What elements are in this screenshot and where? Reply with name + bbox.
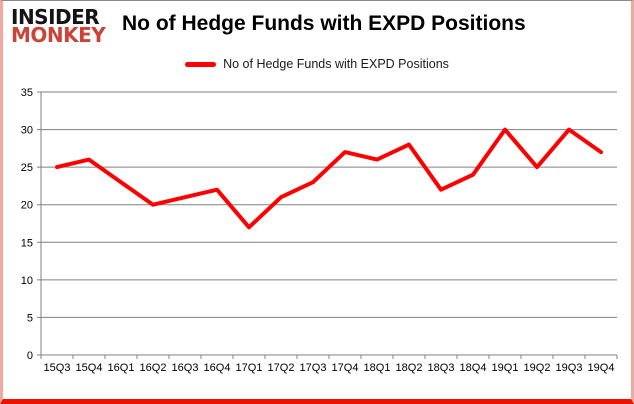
y-axis-label: 20 <box>21 200 33 212</box>
x-axis-label: 19Q4 <box>588 362 615 374</box>
x-axis-label: 17Q2 <box>268 362 295 374</box>
chart-title: No of Hedge Funds with EXPD Positions <box>122 12 526 35</box>
hedge-funds-line-chart: 0 5 10 15 20 25 30 35 15Q3 15Q4 16Q1 16Q2 16Q3 16Q4 17… <box>21 87 618 374</box>
x-axis-label: 15Q4 <box>76 362 103 374</box>
x-axis-label: 18Q1 <box>364 362 391 374</box>
x-axis-label: 19Q3 <box>556 362 583 374</box>
series-line <box>55 127 603 230</box>
legend-label: No of Hedge Funds with EXPD Positions <box>223 57 449 71</box>
x-axis-label: 18Q3 <box>428 362 455 374</box>
x-axis-label: 17Q4 <box>332 362 359 374</box>
x-axis-label: 16Q3 <box>172 362 199 374</box>
logo-line-insider: INSIDER <box>11 5 100 29</box>
x-axis-label: 17Q1 <box>236 362 263 374</box>
legend-line-marker <box>185 61 217 67</box>
y-axis-label: 15 <box>21 237 33 249</box>
x-axis-label: 16Q1 <box>108 362 135 374</box>
x-axis-label: 18Q4 <box>460 362 487 374</box>
x-axis-label: 19Q1 <box>492 362 519 374</box>
chart-legend: No of Hedge Funds with EXPD Positions <box>3 57 631 71</box>
y-axis-label: 35 <box>21 87 33 99</box>
x-axis-label: 18Q2 <box>396 362 423 374</box>
y-axis-label: 10 <box>21 275 33 287</box>
x-axis-label: 15Q3 <box>44 362 71 374</box>
y-axis-label: 30 <box>21 125 33 137</box>
y-axis-label: 25 <box>21 162 33 174</box>
insider-monkey-logo: INSIDER MONKEY <box>11 5 106 48</box>
x-axis-label: 16Q2 <box>140 362 167 374</box>
x-axis-label: 19Q2 <box>524 362 551 374</box>
x-axis-label: 17Q3 <box>300 362 327 374</box>
y-axis-label: 0 <box>27 350 33 362</box>
y-axis-label: 5 <box>27 312 33 324</box>
logo-line-monkey: MONKEY <box>11 23 106 48</box>
x-axis-label: 16Q4 <box>204 362 231 374</box>
